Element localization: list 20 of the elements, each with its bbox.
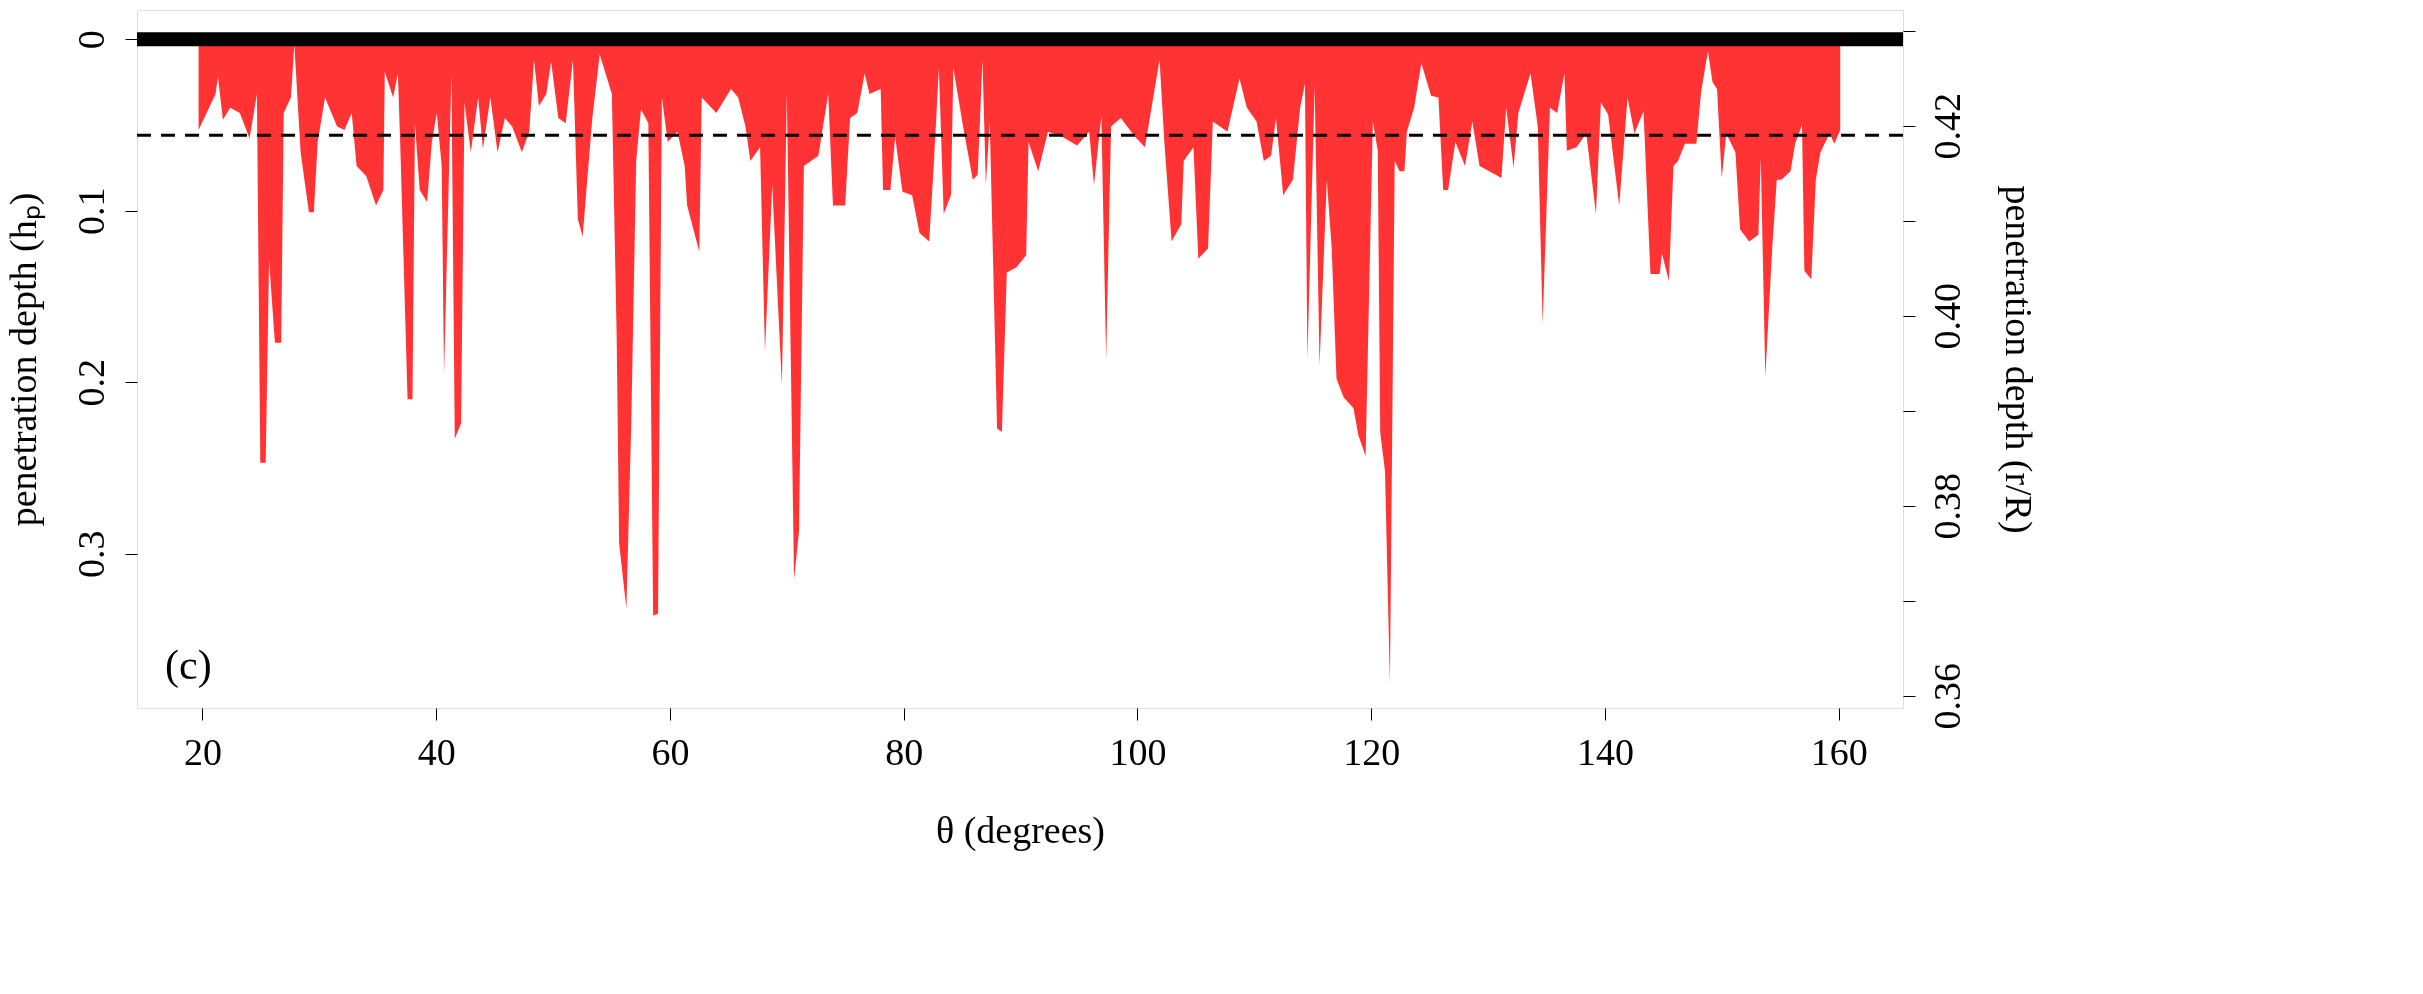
- x-tick-label: 40: [417, 730, 456, 773]
- x-tick-label: 60: [651, 730, 690, 773]
- y2-tick-label: 0.40: [1925, 283, 1968, 350]
- x-tick-label: 80: [885, 730, 924, 773]
- y-tick-label: 0: [69, 30, 112, 50]
- x-tick-label: 20: [183, 730, 222, 773]
- y-tick-label: 0.1: [69, 187, 112, 235]
- y2-tick-label: 0.42: [1925, 93, 1968, 160]
- y2-tick-label: 0.36: [1925, 662, 1968, 730]
- y-axis-title: penetration depth (hₚ): [1, 192, 46, 527]
- x-tick-label: 160: [1810, 730, 1868, 773]
- x-tick-label: 120: [1343, 730, 1401, 773]
- y2-axis-title: penetration depth (r/R): [1996, 185, 2040, 534]
- x-tick-label: 140: [1576, 730, 1634, 773]
- y-tick-label: 0.2: [69, 358, 112, 407]
- y2-tick-label: 0.38: [1925, 472, 1968, 540]
- x-tick-label: 100: [1109, 730, 1167, 773]
- y-tick-label: 0.3: [69, 530, 112, 578]
- x-axis-title: θ (degrees): [935, 808, 1106, 852]
- annotation: (c): [165, 642, 212, 689]
